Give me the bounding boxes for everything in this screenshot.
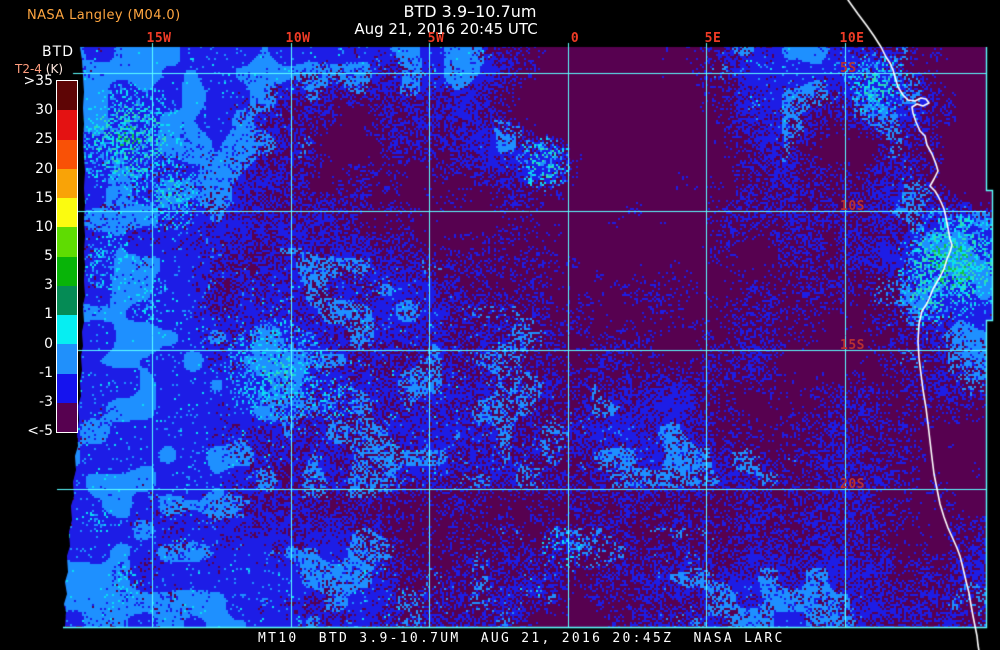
colorbar-tick-label: 15 [35, 190, 53, 206]
longitude-label: 5W [427, 31, 445, 46]
colorbar-segment [57, 315, 77, 345]
colorbar-subtitle: T2-4 (K) [15, 62, 63, 76]
colorbar-segment [57, 227, 77, 257]
longitude-label: 10E [839, 31, 865, 46]
longitude-label: 10W [285, 31, 311, 46]
latitude-label: 15S [840, 338, 865, 353]
colorbar-segment [57, 344, 77, 374]
colorbar-tick-label: -1 [39, 365, 53, 381]
colorbar-segment [57, 110, 77, 140]
latitude-label: 20S [840, 477, 865, 492]
colorbar-segment [57, 81, 77, 111]
timestamp: Aug 21, 2016 20:45 UTC [354, 20, 538, 38]
colorbar-segment [57, 139, 77, 169]
longitude-label: 5E [704, 31, 722, 46]
colorbar-tick-label: 1 [44, 306, 53, 322]
footer-caption: MT10 BTD 3.9-10.7UM AUG 21, 2016 20:45Z … [258, 631, 785, 646]
colorbar-unit: (K) [45, 62, 63, 76]
longitude-label: 0 [570, 31, 580, 46]
colorbar-tick-label: 3 [44, 277, 53, 293]
longitude-label: 15W [146, 31, 172, 46]
colorbar-tick-label: -3 [39, 394, 53, 410]
page-title: BTD 3.9–10.7um [403, 2, 537, 21]
colorbar-segment [57, 168, 77, 198]
colorbar [56, 80, 78, 433]
colorbar-segment [57, 198, 77, 228]
colorbar-tick-label: 10 [35, 219, 53, 235]
colorbar-tick-label: 30 [35, 102, 53, 118]
latitude-label: 5S [840, 61, 857, 76]
colorbar-segment [57, 373, 77, 403]
colorbar-tick-label: >35 [23, 73, 53, 89]
colorbar-tick-label: 25 [35, 131, 53, 147]
colorbar-tick-label: 0 [44, 336, 53, 352]
colorbar-subtitle-text: T2-4 [15, 62, 42, 76]
colorbar-tick-label: 20 [35, 161, 53, 177]
colorbar-segment [57, 256, 77, 286]
latitude-label: 10S [840, 199, 865, 214]
colorbar-tick-label: 5 [44, 248, 53, 264]
source-label: NASA Langley (M04.0) [27, 8, 181, 23]
colorbar-segment [57, 285, 77, 315]
colorbar-segment [57, 402, 77, 432]
colorbar-tick-label: <-5 [27, 423, 53, 439]
colorbar-title: BTD [42, 44, 74, 60]
